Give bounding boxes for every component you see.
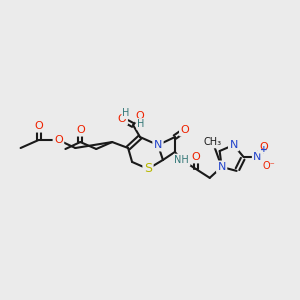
Text: NH: NH <box>175 155 189 165</box>
Text: H: H <box>122 108 130 118</box>
Text: CH₃: CH₃ <box>204 137 222 147</box>
Text: O: O <box>259 142 268 152</box>
Text: O: O <box>76 125 85 135</box>
Text: +: + <box>260 145 267 154</box>
Text: N: N <box>253 152 262 162</box>
Text: N: N <box>218 162 226 172</box>
Text: O: O <box>181 125 189 135</box>
Text: O: O <box>54 135 63 145</box>
Text: O: O <box>136 111 144 121</box>
Text: O: O <box>34 121 43 131</box>
Text: O⁻: O⁻ <box>262 161 275 171</box>
Text: S: S <box>144 162 152 176</box>
Text: N: N <box>154 140 162 150</box>
Text: H: H <box>137 119 145 129</box>
Text: O: O <box>191 152 200 162</box>
Text: O: O <box>118 114 127 124</box>
Text: N: N <box>230 140 238 150</box>
